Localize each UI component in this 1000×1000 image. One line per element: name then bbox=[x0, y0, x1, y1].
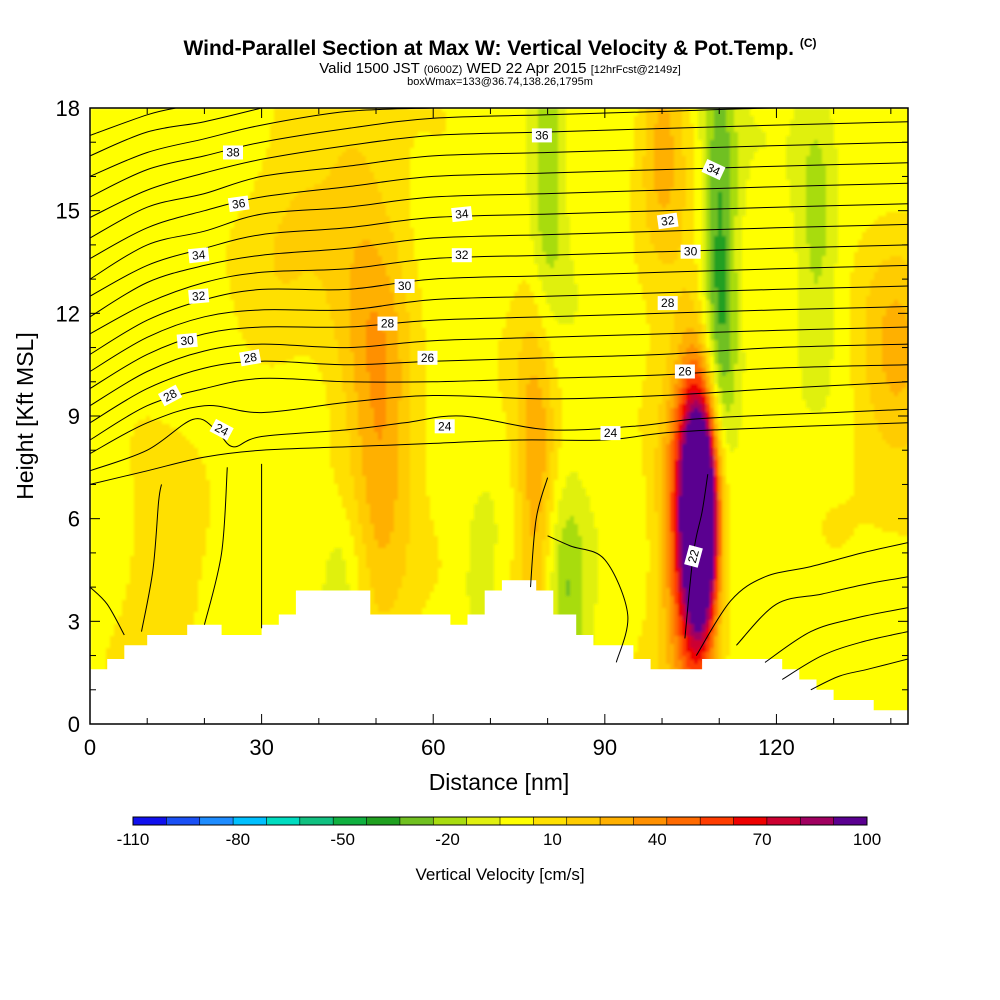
theta-contour-label: 26 bbox=[675, 365, 695, 379]
colorbar-swatch bbox=[767, 817, 801, 825]
colorbar-swatch bbox=[300, 817, 334, 825]
theta-contour-label: 32 bbox=[657, 213, 679, 230]
theta-contour-label: 36 bbox=[228, 195, 250, 212]
theta-contour-label: 30 bbox=[177, 333, 198, 349]
colorbar-tick-label: -110 bbox=[117, 830, 150, 849]
colorbar-swatch bbox=[266, 817, 300, 825]
theta-contour-label: 38 bbox=[223, 146, 243, 160]
colorbar-swatch bbox=[166, 817, 200, 825]
y-tick-label: 9 bbox=[68, 404, 80, 429]
x-tick-label: 90 bbox=[593, 735, 617, 760]
colorbar-tick-label: 40 bbox=[648, 830, 667, 849]
colorbar-tick-label: 100 bbox=[853, 830, 881, 849]
y-tick-label: 0 bbox=[68, 712, 80, 737]
colorbar-tick-label: -50 bbox=[330, 830, 355, 849]
theta-contour-label: 28 bbox=[378, 317, 398, 331]
theta-contour-label: 34 bbox=[451, 206, 472, 222]
colorbar: -110 -80 -50 -20 10 40 70 100 bbox=[117, 817, 882, 849]
theta-contour-label: 32 bbox=[188, 288, 209, 304]
colorbar-swatch bbox=[600, 817, 634, 825]
colorbar-swatch bbox=[400, 817, 434, 825]
colorbar-tick-label: 10 bbox=[543, 830, 562, 849]
colorbar-swatch bbox=[667, 817, 701, 825]
colorbar-swatch bbox=[533, 817, 567, 825]
colorbar-swatch bbox=[567, 817, 601, 825]
y-tick-label: 3 bbox=[68, 609, 80, 634]
theta-contour-label: 26 bbox=[418, 351, 438, 365]
theta-contour-label: 28 bbox=[658, 296, 678, 310]
x-tick-label: 60 bbox=[421, 735, 445, 760]
colorbar-swatch bbox=[734, 817, 768, 825]
x-tick-label: 30 bbox=[249, 735, 273, 760]
colorbar-swatch bbox=[500, 817, 534, 825]
colorbar-swatch bbox=[834, 817, 868, 825]
theta-contour-label: 24 bbox=[435, 419, 455, 433]
theta-contour-label: 24 bbox=[601, 426, 621, 440]
x-axis-label: Distance [nm] bbox=[429, 769, 570, 795]
x-tick-label: 0 bbox=[84, 735, 96, 760]
colorbar-swatch bbox=[233, 817, 267, 825]
colorbar-swatch bbox=[700, 817, 734, 825]
colorbar-swatch bbox=[433, 817, 467, 825]
theta-contour-label: 30 bbox=[681, 245, 701, 259]
colorbar-tick-label: -20 bbox=[435, 830, 460, 849]
y-axis-label: Height [Kft MSL] bbox=[12, 332, 38, 499]
colorbar-tick-label: -80 bbox=[226, 830, 251, 849]
y-tick-label: 12 bbox=[56, 301, 80, 326]
cross-section-plot: 383636343434 32323230303028282828262624 24… bbox=[0, 0, 1000, 1000]
colorbar-swatch bbox=[133, 817, 167, 825]
colorbar-swatch bbox=[367, 817, 401, 825]
y-tick-label: 18 bbox=[56, 96, 80, 121]
colorbar-tick-label: 70 bbox=[753, 830, 772, 849]
theta-contour-label: 32 bbox=[452, 248, 472, 262]
y-tick-label: 15 bbox=[56, 199, 80, 224]
theta-contour-label: 34 bbox=[188, 247, 209, 263]
theta-contour-label: 36 bbox=[532, 128, 552, 142]
theta-contour-label: 30 bbox=[395, 279, 415, 293]
colorbar-swatch bbox=[467, 817, 501, 825]
y-tick-label: 6 bbox=[68, 507, 80, 532]
colorbar-label: Vertical Velocity [cm/s] bbox=[415, 865, 584, 884]
colorbar-swatch bbox=[633, 817, 667, 825]
colorbar-swatch bbox=[200, 817, 234, 825]
x-tick-label: 120 bbox=[758, 735, 795, 760]
colorbar-swatch bbox=[333, 817, 367, 825]
colorbar-swatch bbox=[800, 817, 834, 825]
